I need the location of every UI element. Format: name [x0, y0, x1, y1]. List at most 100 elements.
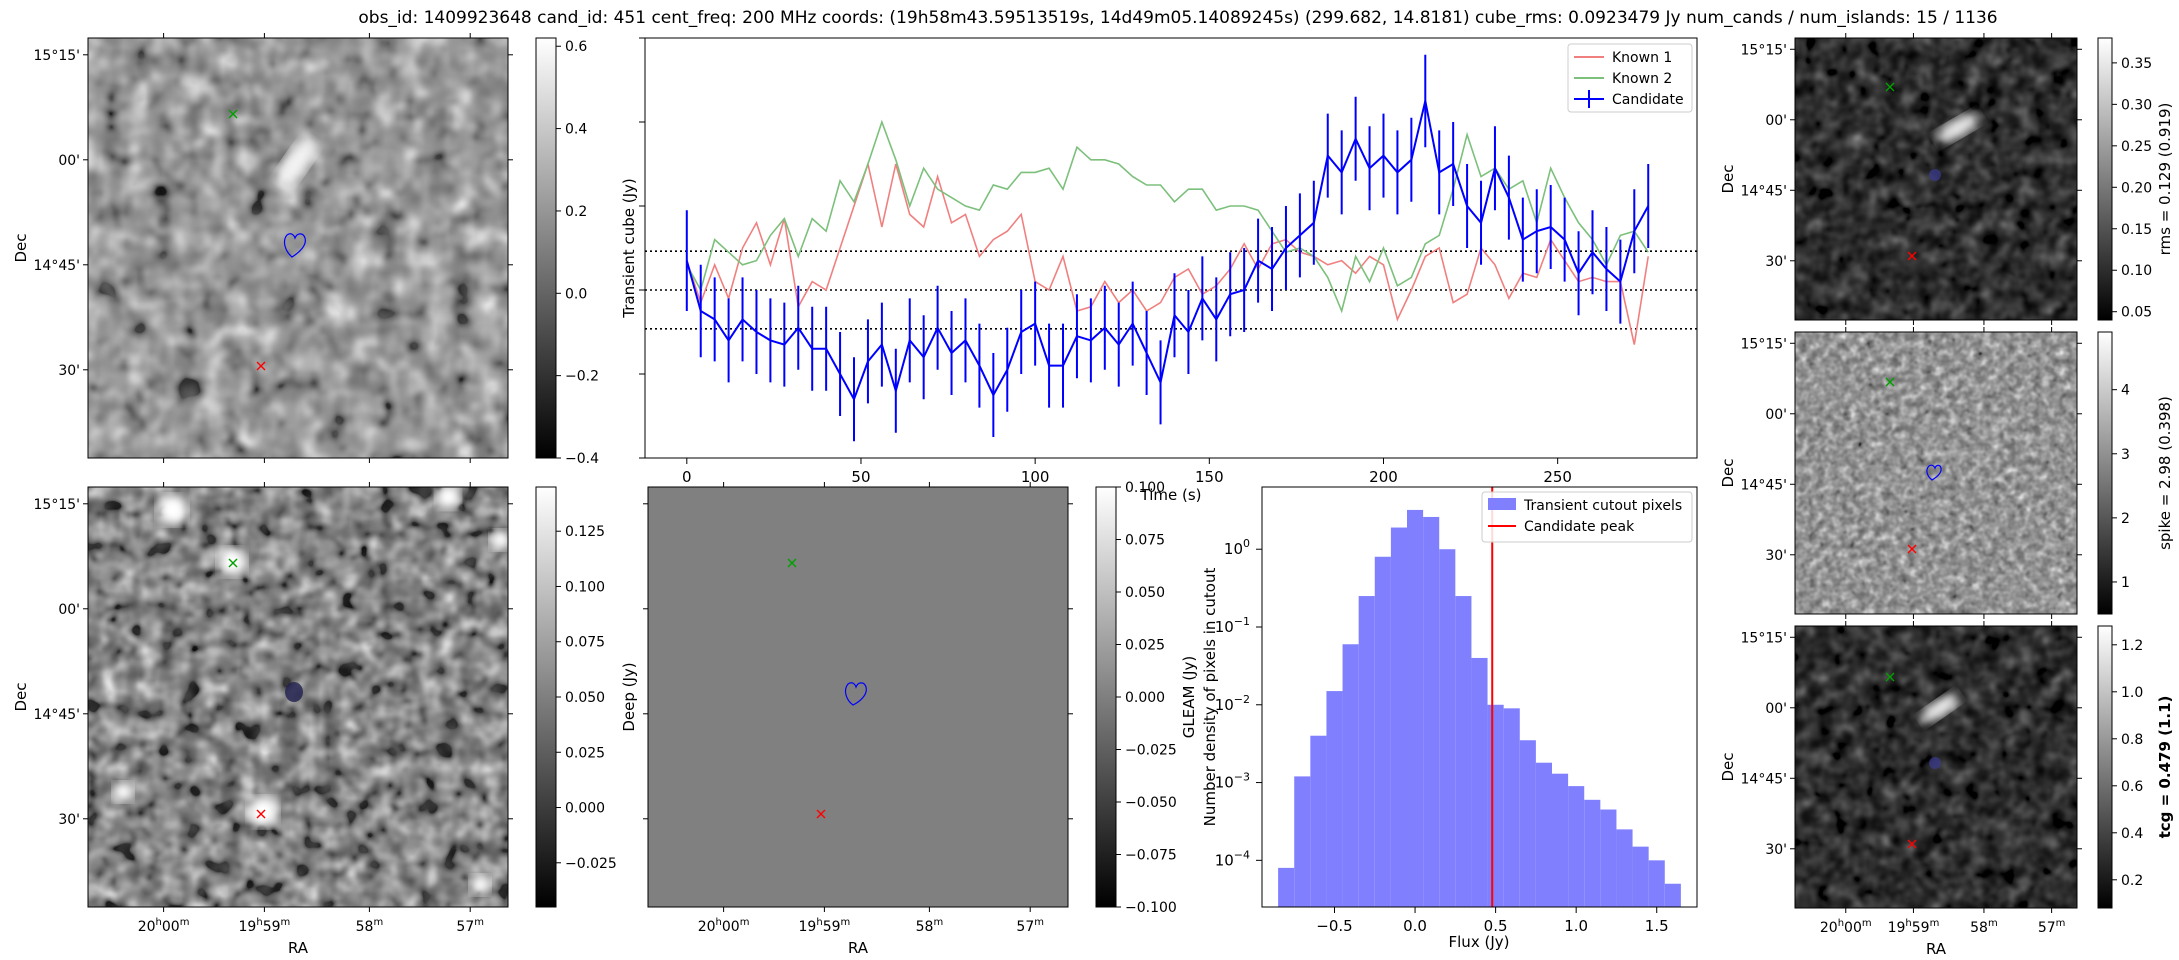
known2-marker: [228, 558, 238, 568]
colorbar-tick-label: −0.025: [565, 856, 617, 872]
gleam-map: [647, 486, 1069, 908]
dec-axis-label: Dec: [1719, 458, 1737, 487]
rms-lines: [645, 250, 1697, 330]
ra-tick-label: 19h59m: [239, 917, 291, 935]
colorbar-tick-label: 0.6: [2121, 779, 2143, 795]
xtick-label: 0.0: [1403, 917, 1427, 935]
dec-tick-label: 30': [1765, 548, 1787, 564]
colorbar-tick-label: 0.050: [1125, 585, 1165, 601]
legend-transient-pixels: Transient cutout pixels: [1523, 498, 1682, 514]
histogram-bar: [1342, 644, 1359, 907]
colorbar-gradient: [535, 37, 557, 459]
histogram-bar: [1471, 657, 1488, 907]
colorbar-gradient: [2097, 625, 2113, 909]
colorbar-tick-label: 1: [2121, 575, 2130, 591]
xtick-label: 0.5: [1484, 917, 1508, 935]
colorbar-tick-label: 1.2: [2121, 638, 2143, 654]
known2-marker: [1885, 377, 1895, 387]
lightcurve-xlabel: Time (s): [1140, 486, 1202, 504]
dec-axis-label: Dec: [1719, 752, 1737, 781]
dec-tick-label: 00': [1765, 407, 1787, 423]
histogram-yticks: 100 10−1 10−2 10−3 10−4: [1215, 537, 1262, 869]
colorbar-tick-label: 0.05: [2121, 305, 2152, 321]
dec-tick-label: 15°15': [1741, 42, 1787, 58]
legend-known1: Known 1: [1612, 50, 1672, 66]
colorbar-gradient: [2097, 331, 2113, 615]
colorbar-tick-label: −0.2: [565, 369, 599, 385]
spike-colorbar: 1 2 3 4 spike = 2.98 (0.398): [2097, 331, 2174, 615]
xtick-label: 250: [1543, 468, 1572, 486]
colorbar-tick-label: 0.100: [565, 579, 605, 595]
colorbar-tick-label: −0.100: [1125, 900, 1177, 916]
colorbar-tick-label: 0.10: [2121, 263, 2152, 279]
series-known-2: [686, 119, 1649, 314]
known1-marker: [1907, 544, 1917, 554]
xtick-label: −0.5: [1316, 917, 1352, 935]
histogram-bar: [1326, 691, 1343, 907]
ra-tick-label: 57m: [1016, 917, 1044, 935]
colorbar-tick-label: 0.8: [2121, 732, 2143, 748]
dec-tick-label: 00': [1765, 113, 1787, 129]
colorbar-tick-label: 0.025: [1125, 638, 1165, 654]
histogram-bar: [1423, 516, 1440, 907]
colorbar-tick-label: 0.025: [565, 745, 605, 761]
ra-axis-label: RA: [288, 939, 309, 957]
colorbar-tick-label: 4: [2121, 383, 2130, 399]
histogram-bar: [1535, 762, 1552, 907]
known1-marker: [256, 809, 266, 819]
histogram-bar: [1455, 596, 1472, 907]
histogram-bar: [1439, 549, 1456, 907]
histogram-bar: [1632, 846, 1649, 907]
colorbar-tick-label: 0.30: [2121, 97, 2152, 113]
colorbar-tick-label: 0.000: [1125, 690, 1165, 706]
colorbar-tick-label: 0.25: [2121, 139, 2152, 155]
xtick-label: 1.5: [1645, 917, 1669, 935]
tcg-map: [1794, 625, 2078, 909]
dec-tick-label: 14°45': [1741, 771, 1787, 787]
ytick-label: 10−2: [1215, 693, 1250, 714]
colorbar-tick-label: −0.050: [1125, 795, 1177, 811]
dec-tick-label: 00': [58, 153, 80, 169]
dec-axis-label: Dec: [12, 682, 30, 711]
lightcurve-lines: [685, 54, 1650, 442]
ytick-label: 10−1: [1215, 615, 1250, 636]
histogram-bar: [1374, 556, 1391, 907]
colorbar-tick-label: 1.0: [2121, 685, 2143, 701]
dec-tick-label: 00': [58, 602, 80, 618]
ytick-label: 100: [1224, 537, 1250, 558]
colorbar-tick-label: 0.0: [565, 286, 587, 302]
dec-tick-label: 14°45': [1741, 183, 1787, 199]
known2-marker: [787, 558, 797, 568]
histogram-bar: [1503, 708, 1520, 907]
colorbar-gradient: [1095, 486, 1117, 908]
ra-tick-label: 58m: [1970, 918, 1998, 936]
dec-tick-label: 15°15': [34, 497, 80, 513]
histogram-bar: [1648, 860, 1665, 907]
histogram-bar: [1519, 740, 1536, 907]
histogram-bar: [1407, 509, 1424, 907]
ra-tick-label: 58m: [916, 917, 944, 935]
known1-marker: [1907, 839, 1917, 849]
known2-marker: [1885, 672, 1895, 682]
colorbar-tick-label: 0.15: [2121, 222, 2152, 238]
series-known-1: [686, 160, 1650, 345]
histogram-xticks: −0.5 0.0 0.5 1.0 1.5: [1316, 907, 1669, 935]
known1-marker: [816, 809, 826, 819]
histogram-bars: [1278, 509, 1681, 907]
ra-tick-label: 20h00m: [698, 917, 750, 935]
known1-marker: [1907, 251, 1917, 261]
colorbar-tick-label: 0.2: [2121, 873, 2143, 889]
deep-colorbar: −0.025 0.000 0.025 0.050 0.075 0.100 0.125 Deep…: [535, 486, 638, 908]
histogram-xlabel: Flux (Jy): [1449, 933, 1510, 951]
dec-tick-label: 00': [1765, 701, 1787, 717]
histogram-bar: [1310, 735, 1327, 907]
histogram-legend: Transient cutout pixels Candidate peak: [1481, 491, 1693, 543]
histogram-bar: [1278, 867, 1295, 907]
dec-axis-label: Dec: [12, 233, 30, 262]
lightcurve-legend: Known 1 Known 2 Candidate: [1567, 43, 1693, 113]
histogram-bar: [1568, 786, 1585, 907]
legend-candidate-peak: Candidate peak: [1524, 519, 1635, 535]
colorbar-tick-label: −0.4: [565, 451, 599, 467]
dec-tick-label: 14°45': [1741, 477, 1787, 493]
histogram-frame: [1261, 486, 1698, 908]
